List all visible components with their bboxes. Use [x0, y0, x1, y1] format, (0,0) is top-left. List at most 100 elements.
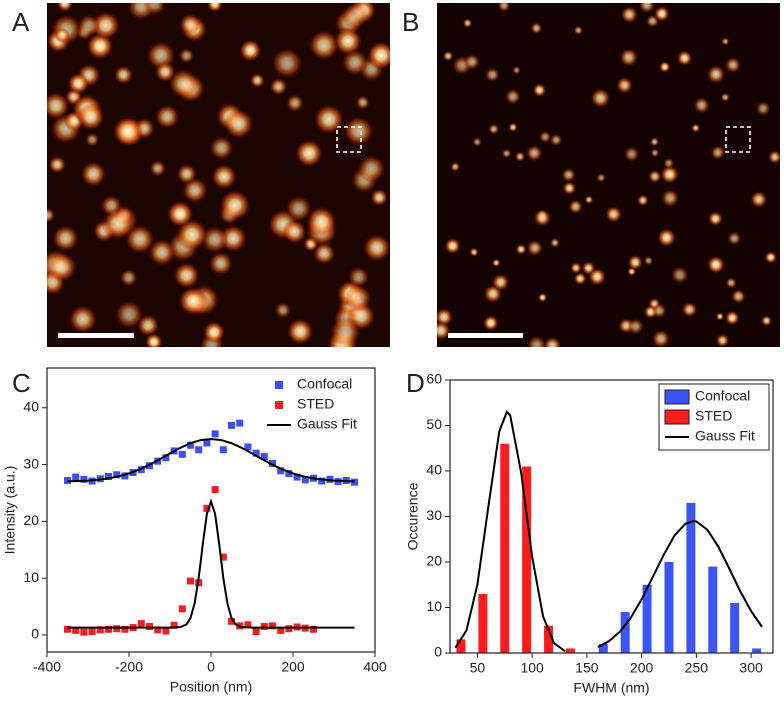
spot	[176, 218, 208, 251]
data-point	[310, 625, 317, 633]
spot	[561, 167, 576, 182]
panel-label: C	[12, 368, 31, 398]
spot	[526, 335, 547, 347]
bar	[752, 648, 762, 653]
spot	[706, 255, 725, 274]
legend-key	[664, 409, 690, 425]
bar	[730, 602, 740, 653]
spot	[239, 39, 262, 62]
spot	[347, 266, 370, 288]
data-point	[228, 617, 235, 625]
spot	[515, 243, 527, 255]
data-point	[269, 622, 276, 630]
image-a-spots	[47, 3, 390, 347]
spot	[708, 211, 723, 227]
spot	[670, 266, 689, 285]
spot	[286, 94, 304, 112]
data-point	[269, 459, 276, 467]
spot	[648, 169, 662, 183]
spot	[54, 27, 70, 43]
spot	[355, 95, 370, 110]
spot	[504, 88, 521, 105]
spot	[124, 224, 155, 255]
spot	[312, 242, 336, 265]
spot	[573, 25, 583, 35]
spot	[715, 312, 725, 321]
spot	[650, 148, 660, 158]
data-point	[64, 625, 71, 633]
data-point	[211, 486, 219, 494]
bar	[708, 566, 718, 653]
spot	[725, 277, 737, 289]
y-tick-label: 0	[434, 644, 442, 660]
spot	[363, 233, 390, 262]
bar	[544, 625, 554, 653]
spot	[573, 272, 587, 286]
fit-line	[454, 409, 763, 652]
bar	[565, 648, 575, 653]
data-point	[162, 454, 170, 462]
data-point	[121, 472, 129, 480]
spot	[101, 208, 134, 241]
spot	[47, 92, 70, 120]
x-axis-label: FWHM (nm)	[573, 680, 649, 696]
data-point	[260, 622, 268, 630]
spot	[437, 321, 451, 341]
bar	[620, 612, 630, 653]
spot	[462, 18, 473, 28]
data-point	[96, 626, 104, 634]
spot	[651, 303, 667, 319]
data-point	[203, 439, 211, 447]
spot	[209, 135, 234, 161]
spot	[620, 6, 638, 24]
y-tick-label: 50	[426, 416, 442, 432]
x-tick-label: 150	[575, 660, 599, 676]
spot	[114, 65, 133, 85]
spot	[341, 49, 369, 76]
spot	[549, 133, 563, 147]
x-tick-label: 200	[281, 659, 305, 675]
spot	[137, 314, 159, 337]
spot	[654, 6, 670, 22]
data-point	[277, 467, 285, 475]
spot	[724, 310, 740, 326]
spot	[450, 161, 461, 172]
spot	[201, 225, 229, 254]
spot	[514, 151, 526, 162]
data-point	[72, 473, 80, 481]
spot	[370, 188, 388, 207]
data-point	[293, 473, 301, 481]
data-point	[113, 625, 121, 633]
y-tick-label: 40	[426, 462, 442, 478]
data-point	[318, 477, 326, 485]
bar	[642, 584, 652, 653]
spot	[538, 130, 552, 144]
spot	[627, 254, 643, 271]
data-point	[252, 628, 260, 636]
spot	[764, 251, 777, 264]
legend-label: Gauss Fit	[297, 416, 357, 432]
y-tick-label: 20	[426, 553, 442, 569]
spot	[47, 252, 78, 283]
image-b-spots	[437, 3, 780, 347]
roi-box	[725, 126, 751, 153]
spot	[543, 336, 562, 347]
spot	[710, 145, 726, 160]
legend-key	[275, 381, 283, 389]
legend-key	[275, 401, 283, 409]
spot	[721, 37, 730, 46]
y-tick-label: 10	[23, 569, 39, 585]
spot	[295, 139, 324, 168]
data-point	[211, 430, 219, 438]
spot	[308, 29, 340, 61]
y-axis-label: Intensity (a.u.)	[2, 466, 18, 555]
legend-label: Confocal	[695, 388, 750, 404]
scale-bar	[448, 333, 523, 338]
spot	[144, 3, 166, 16]
spot	[530, 22, 543, 35]
spot	[77, 103, 105, 131]
spot	[178, 48, 195, 64]
y-tick-label: 10	[426, 598, 442, 614]
spot	[627, 267, 636, 276]
spot	[208, 251, 233, 276]
